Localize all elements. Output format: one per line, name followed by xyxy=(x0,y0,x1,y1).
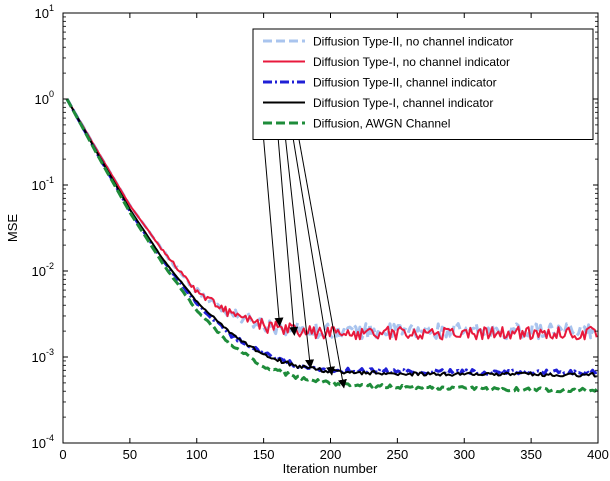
series-line-1 xyxy=(65,98,598,341)
axes: 0 50 100 150 200 250 300 350 400 10-4 10-3 10-2 10-1… xyxy=(32,3,609,462)
y-tick-label: 100 xyxy=(35,89,54,107)
x-tick-label: 400 xyxy=(587,447,609,462)
y-tick-label: 10-4 xyxy=(32,433,54,451)
x-tick-label: 0 xyxy=(59,447,66,462)
x-axis-label: Iteration number xyxy=(283,461,378,476)
series-line-5 xyxy=(65,98,598,394)
legend-label-1: Diffusion Type-II, no channel indicator xyxy=(313,35,513,49)
x-tick-label: 350 xyxy=(520,447,542,462)
y-tick-label: 10-1 xyxy=(32,175,54,193)
y-tick-label: 10-3 xyxy=(32,347,54,365)
legend-label-5: Diffusion, AWGN Channel xyxy=(313,117,450,131)
y-axis-label: MSE xyxy=(5,214,20,243)
annotation-arrow-4 xyxy=(287,104,335,376)
legend-label-3: Diffusion Type-II, channel indicator xyxy=(313,76,497,90)
annotation-arrow-5 xyxy=(295,121,347,389)
series-line-2 xyxy=(66,98,598,341)
legend-box xyxy=(252,28,594,140)
y-tick-label: 101 xyxy=(35,3,54,21)
legend-label-4: Diffusion Type-I, channel indicator xyxy=(313,96,493,110)
x-tick-label: 200 xyxy=(320,447,342,462)
y-tick-label: 10-2 xyxy=(32,261,54,279)
legend: Diffusion Type-II, no channel indicator D… xyxy=(252,28,594,140)
x-tick-label: 50 xyxy=(123,447,137,462)
x-tick-label: 250 xyxy=(387,447,409,462)
x-tick-label: 300 xyxy=(453,447,475,462)
legend-label-2: Diffusion Type-I, no channel indicator xyxy=(313,55,510,69)
x-tick-label: 100 xyxy=(186,447,208,462)
x-tick-label: 150 xyxy=(253,447,275,462)
